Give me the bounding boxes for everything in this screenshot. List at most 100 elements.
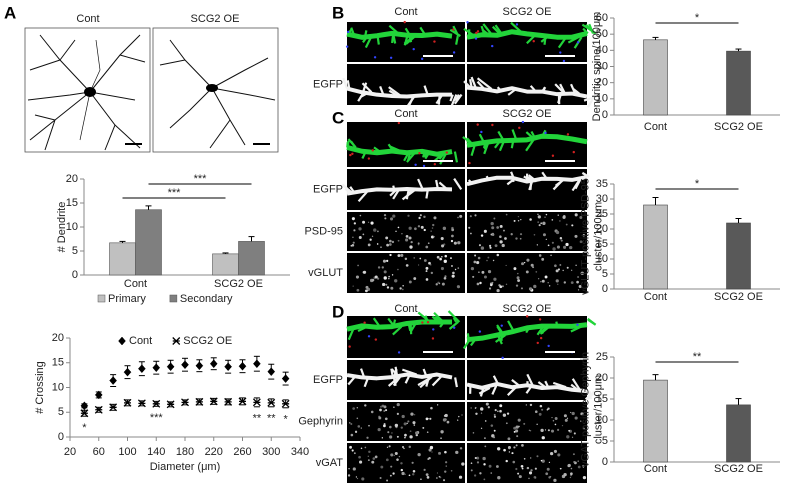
puncta bbox=[422, 164, 426, 168]
puncta bbox=[555, 230, 560, 235]
puncta bbox=[451, 265, 453, 267]
puncta bbox=[367, 221, 370, 223]
puncta bbox=[402, 284, 404, 287]
puncta bbox=[466, 21, 469, 24]
spine bbox=[527, 174, 538, 183]
puncta bbox=[442, 418, 447, 422]
marker bbox=[195, 361, 204, 371]
puncta bbox=[541, 436, 545, 440]
spine bbox=[494, 24, 504, 36]
y-tick-label: 50 bbox=[596, 28, 608, 40]
puncta bbox=[425, 270, 428, 273]
puncta bbox=[432, 223, 435, 227]
y-tick-label: 0 bbox=[602, 283, 608, 295]
spine bbox=[390, 368, 394, 378]
puncta bbox=[477, 256, 481, 260]
puncta bbox=[496, 465, 499, 468]
y-tick-label: 5 bbox=[58, 406, 64, 418]
y-tick-label: 20 bbox=[596, 223, 608, 235]
puncta bbox=[469, 215, 472, 218]
puncta bbox=[396, 435, 399, 438]
marker bbox=[80, 409, 89, 418]
puncta bbox=[414, 227, 417, 231]
puncta bbox=[547, 244, 550, 247]
puncta bbox=[389, 425, 392, 429]
puncta bbox=[482, 456, 486, 461]
puncta bbox=[496, 253, 500, 257]
puncta bbox=[551, 429, 555, 433]
marker bbox=[253, 359, 261, 369]
puncta bbox=[508, 451, 511, 453]
spine bbox=[571, 378, 581, 391]
channel-label: vGAT bbox=[316, 457, 344, 469]
puncta bbox=[403, 20, 406, 24]
spine bbox=[539, 325, 551, 335]
spine bbox=[483, 142, 490, 155]
puncta bbox=[377, 266, 381, 269]
puncta bbox=[541, 459, 545, 463]
puncta bbox=[386, 479, 389, 482]
puncta bbox=[568, 429, 571, 432]
puncta bbox=[397, 239, 400, 242]
puncta bbox=[536, 455, 539, 458]
y-tick-label: 20 bbox=[596, 77, 608, 89]
y-tick-label: 0 bbox=[72, 269, 78, 281]
spine bbox=[433, 153, 443, 162]
puncta bbox=[377, 230, 379, 233]
puncta bbox=[521, 444, 524, 447]
spine bbox=[555, 321, 559, 327]
spine bbox=[360, 91, 370, 98]
puncta bbox=[528, 477, 530, 480]
spine bbox=[453, 151, 459, 163]
puncta bbox=[525, 270, 529, 274]
bar bbox=[135, 209, 162, 276]
puncta bbox=[430, 271, 434, 275]
puncta bbox=[550, 254, 552, 257]
puncta bbox=[517, 272, 519, 275]
marker bbox=[252, 398, 261, 407]
puncta bbox=[450, 239, 454, 243]
spine bbox=[448, 321, 459, 330]
puncta bbox=[476, 123, 479, 126]
x-tick-label: Cont bbox=[124, 278, 147, 290]
puncta bbox=[459, 447, 463, 450]
puncta bbox=[367, 243, 371, 247]
puncta bbox=[521, 467, 524, 470]
y-tick-label: 20 bbox=[596, 372, 608, 384]
dendrite bbox=[466, 174, 588, 187]
puncta bbox=[381, 266, 384, 269]
puncta bbox=[551, 154, 555, 157]
channel-label: EGFP bbox=[313, 374, 343, 386]
spine bbox=[407, 95, 416, 107]
puncta bbox=[484, 445, 487, 448]
spine bbox=[496, 86, 503, 93]
legend-swatch bbox=[97, 294, 106, 303]
puncta bbox=[540, 281, 542, 283]
puncta bbox=[386, 446, 389, 449]
puncta bbox=[401, 471, 405, 476]
puncta bbox=[519, 237, 522, 240]
puncta bbox=[528, 429, 531, 432]
puncta bbox=[496, 410, 499, 413]
spine bbox=[511, 129, 518, 141]
puncta bbox=[553, 478, 557, 483]
puncta bbox=[554, 417, 558, 420]
marker bbox=[238, 397, 247, 406]
puncta bbox=[547, 344, 550, 348]
puncta bbox=[365, 289, 368, 293]
puncta bbox=[386, 286, 390, 289]
puncta bbox=[436, 255, 440, 259]
puncta bbox=[436, 404, 439, 406]
spine bbox=[423, 150, 429, 158]
puncta bbox=[582, 466, 585, 468]
puncta bbox=[397, 351, 401, 354]
puncta bbox=[362, 270, 366, 274]
x-axis-title: Diameter (μm) bbox=[150, 461, 221, 473]
micrograph bbox=[467, 443, 587, 483]
puncta bbox=[547, 407, 550, 410]
puncta bbox=[576, 280, 579, 284]
y-axis-title: # Crossing bbox=[34, 361, 46, 414]
puncta bbox=[440, 430, 444, 434]
puncta bbox=[487, 270, 492, 274]
puncta bbox=[533, 233, 536, 236]
